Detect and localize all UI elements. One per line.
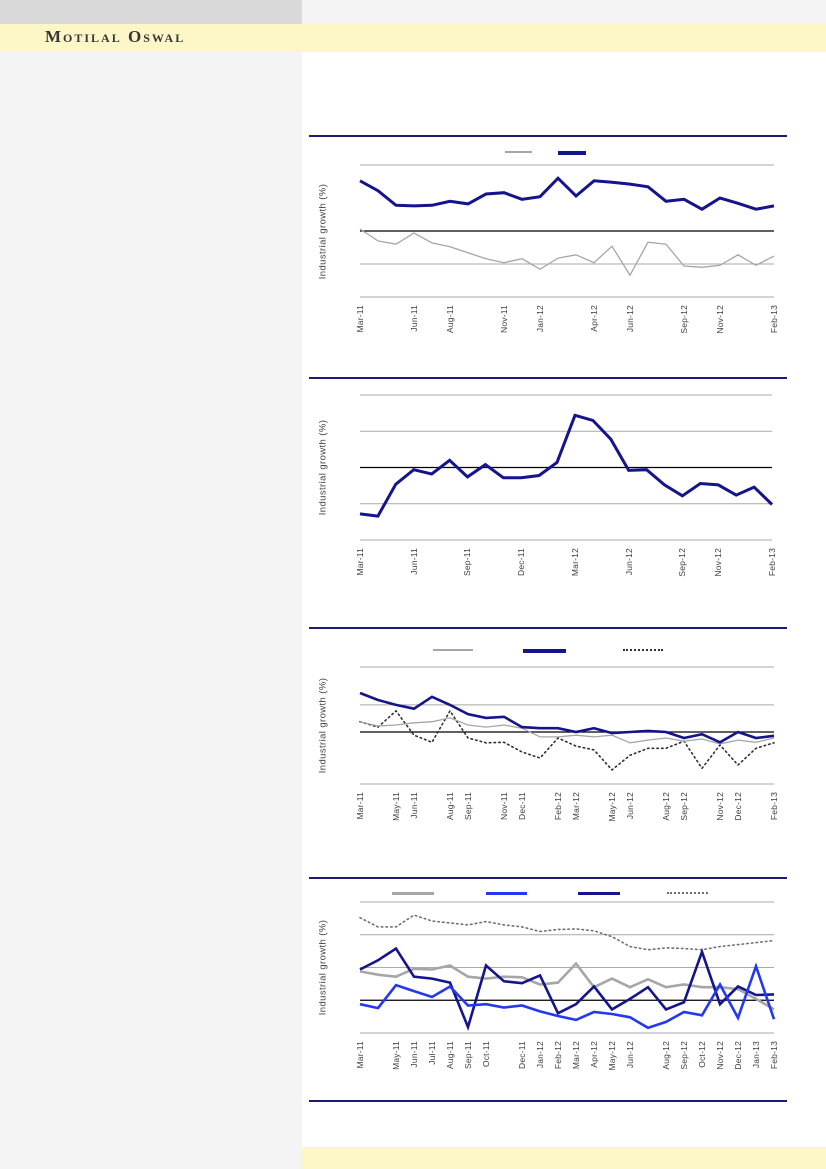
dotted-series xyxy=(359,914,775,951)
x-tick-label: Mar-11 xyxy=(355,305,365,333)
gray-series xyxy=(359,228,775,277)
navy-legend-swatch xyxy=(578,892,620,895)
line-plot xyxy=(359,666,775,785)
x-tick-label: Jun-11 xyxy=(409,792,419,819)
line-plot xyxy=(359,901,776,1034)
x-tick-label: Sep-11 xyxy=(463,792,473,820)
x-tick-label: Sep-12 xyxy=(679,305,689,334)
y-axis-title: Industrial growth (%) xyxy=(317,919,329,1016)
top-light-strip xyxy=(302,0,826,24)
section-divider xyxy=(309,1100,787,1102)
x-tick-label: Oct-11 xyxy=(481,1041,491,1068)
navy-legend-swatch xyxy=(558,151,586,155)
y-axis-title: Industrial growth (%) xyxy=(317,677,329,774)
x-tick-label: Sep-11 xyxy=(462,548,472,576)
chart-legend xyxy=(360,889,774,899)
x-tick-label: Dec-11 xyxy=(517,792,527,820)
chart-section-2: Industrial growth (%) Mar-11 Jun-11 Sep-11… xyxy=(318,394,777,577)
chart-legend xyxy=(360,646,774,656)
x-tick-label: Sep-12 xyxy=(677,548,687,577)
y-axis-title: Industrial growth (%) xyxy=(317,183,329,279)
navy-series xyxy=(359,413,774,518)
line-plot xyxy=(359,394,774,541)
x-tick-label: Aug-11 xyxy=(445,305,455,333)
x-tick-label: Apr-12 xyxy=(589,305,599,332)
x-tick-label: Sep-12 xyxy=(679,792,689,821)
brand-logo-text: Motilal Oswal xyxy=(45,27,186,46)
x-axis-ticks: Mar-11 May-11 Jun-11 Jul-11 Aug-11 Sep-11 Oct-… xyxy=(355,1036,779,1096)
x-axis-ticks: Mar-11 May-11 Jun-11 Aug-11 Sep-11 Nov-11 Dec-… xyxy=(355,787,779,837)
x-tick-label: Mar-11 xyxy=(355,548,365,576)
chart-section-3: Industrial growth (%) Mar-11 May-11 Jun-11… xyxy=(318,649,779,822)
x-axis-ticks: Mar-11 Jun-11 Sep-11 Dec-11 Mar-12 Jun-12 Sep-… xyxy=(355,543,777,597)
blue-legend-swatch xyxy=(486,892,527,895)
left-panel xyxy=(0,52,302,1169)
gray-legend-swatch xyxy=(505,151,532,153)
top-gray-bar xyxy=(0,0,302,24)
navy-legend-swatch xyxy=(523,649,566,653)
bottom-yellow-bar xyxy=(302,1147,826,1169)
gray-series xyxy=(359,961,775,1011)
x-tick-label: Jun-12 xyxy=(625,792,635,820)
x-tick-label: Mar-12 xyxy=(570,548,580,577)
chart-legend xyxy=(360,148,774,158)
section-divider xyxy=(309,877,787,879)
x-tick-label: Dec-11 xyxy=(516,548,526,576)
x-tick-label: Jun-12 xyxy=(625,1041,635,1069)
navy-series xyxy=(359,946,775,1032)
x-tick-label: Feb-13 xyxy=(767,548,777,577)
x-tick-label: Nov-12 xyxy=(713,548,723,577)
brand-bar: Motilal Oswal xyxy=(0,24,826,52)
x-tick-label: Nov-11 xyxy=(499,305,509,333)
x-tick-label: Feb-13 xyxy=(769,1041,779,1070)
x-tick-label: Jun-11 xyxy=(409,305,419,332)
gray-legend-swatch xyxy=(392,892,434,895)
section-divider xyxy=(309,377,787,379)
x-tick-label: Feb-13 xyxy=(769,305,779,334)
x-tick-label: Feb-13 xyxy=(769,792,779,821)
dotted-legend-swatch xyxy=(667,892,708,894)
x-tick-label: Nov-12 xyxy=(715,305,725,334)
x-axis-ticks: Mar-11 Jun-11 Aug-11 Nov-11 Jan-12 Apr-12 Jun-… xyxy=(355,300,779,348)
x-tick-label: Mar-11 xyxy=(355,1041,365,1069)
dotted-series xyxy=(359,709,775,772)
navy-series xyxy=(359,691,775,744)
x-tick-label: Dec-12 xyxy=(733,792,743,821)
chart-section-4: Industrial growth (%) Mar-11 May-11 Jun-11… xyxy=(318,892,779,1071)
section-divider xyxy=(309,135,787,137)
x-tick-label: Jun-12 xyxy=(625,305,635,333)
x-tick-label: Mar-12 xyxy=(571,792,581,821)
section-divider xyxy=(309,627,787,629)
x-tick-label: Jan-12 xyxy=(535,305,545,333)
y-axis-title: Industrial growth (%) xyxy=(317,419,329,516)
line-plot xyxy=(359,164,775,298)
blue-series xyxy=(359,962,776,1030)
gray-legend-swatch xyxy=(433,649,473,651)
x-tick-label: Jun-12 xyxy=(624,548,634,576)
dotted-legend-swatch xyxy=(623,649,663,651)
chart-section-1: Industrial growth (%) Mar-11 Jun-11 Aug-11… xyxy=(318,151,779,334)
navy-series xyxy=(359,176,775,211)
gray-series xyxy=(359,717,775,745)
x-tick-label: Jun-11 xyxy=(409,548,419,575)
x-tick-label: Mar-11 xyxy=(355,792,365,820)
